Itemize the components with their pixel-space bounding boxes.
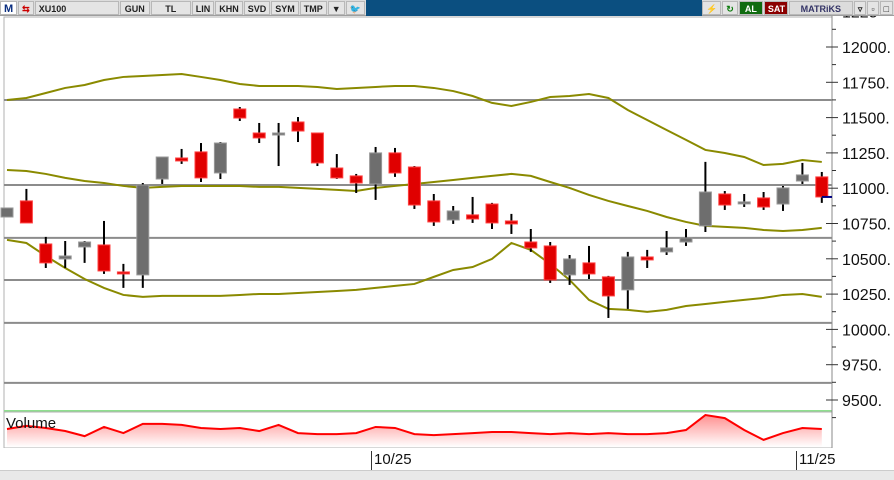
symbol-icon[interactable]: ⇆ [18,0,34,15]
candle-down [388,152,402,174]
toolbar-button-tmp[interactable]: TMP [299,0,327,15]
candle-up [621,256,635,291]
y-tick-label: 1225 [842,16,878,22]
dropdown-arrow-icon[interactable]: ▼ [327,0,345,15]
candle-up [679,237,693,243]
y-tick-label: 10500. [842,252,891,269]
minimize-icon[interactable]: ▿ [853,0,867,15]
candle-up [155,156,169,180]
y-axis [832,16,894,448]
toolbar-button-sym[interactable]: SYM [271,0,299,15]
toolbar-button-khn[interactable]: KHN [215,0,243,15]
candle-down [718,193,732,206]
date-label: 10/25 [371,451,412,470]
candle-up [698,191,712,227]
volume-line [6,414,822,441]
candle-down [524,241,538,249]
candle-down [175,157,189,162]
candle-up [272,132,286,136]
candle-down [97,244,111,272]
toolbar-button-svd[interactable]: SVD [243,0,271,15]
price-chart[interactable]: 9500. 9750. 10000. 10250. 10500. 10750. 11000.… [0,16,894,448]
matriks-logo: M [0,0,18,15]
y-tick-label: 9750. [842,358,882,375]
bollinger-lower-line [6,238,822,313]
candle-down [233,108,247,119]
candle-down [757,197,771,208]
candle-up [213,142,227,174]
candle-down [194,151,208,179]
candle-down [504,220,518,225]
candle-down [252,132,266,139]
y-tick-label: 10750. [842,217,891,234]
matriks-brand: MATRiKS [788,0,853,15]
period-button[interactable]: GUN [119,0,150,15]
volume-area [7,415,822,447]
candle-down [39,243,53,264]
candle-down [640,256,654,261]
candle-down [116,271,130,275]
y-tick-label: 12000. [842,40,891,57]
buy-button[interactable]: AL [738,0,763,15]
twitter-icon[interactable]: 🐦 [345,0,365,15]
candle-down [582,262,596,275]
candle-down [310,132,324,164]
lightning-icon[interactable]: ⚡ [702,0,722,15]
candle-up [0,207,14,218]
candle-up [737,201,751,205]
toolbar-button-lin[interactable]: LIN [191,0,215,15]
refresh-icon[interactable]: ↻ [722,0,738,15]
candle-down [349,175,363,184]
symbol-field[interactable]: XU100 [34,0,119,15]
candle-down [427,200,441,223]
date-axis: 10/25 11/25 [0,448,894,470]
horizontal-scrollbar[interactable] [0,470,894,480]
y-tick-label: 11750. [842,75,890,92]
candle-down [485,203,499,224]
candle-up [776,187,790,205]
candle-up [563,258,577,276]
y-tick-label: 11250. [842,146,890,163]
candle-up [369,152,383,185]
y-tick-label: 11500. [842,111,890,128]
y-tick-label: 9500. [842,393,882,410]
y-tick-label: 11000. [842,181,890,198]
candle-down [19,200,33,224]
candle-up [58,255,72,260]
candle-down [543,245,557,281]
candle-down [601,276,615,297]
candle-down [291,121,305,132]
y-tick-label: 10000. [842,322,891,339]
currency-button[interactable]: TL [150,0,191,15]
candle-up [78,241,92,248]
candle-down [466,214,480,220]
candle-down [407,166,421,206]
maximize-icon[interactable]: □ [879,0,893,15]
candle-up [446,210,460,221]
candle-up [660,247,674,253]
chart-toolbar: M ⇆ XU100 GUN TL LIN KHN SVD SYM TMP ▼ 🐦… [0,0,894,16]
candle-down [330,167,344,179]
candle-down [815,176,829,198]
date-label: 11/25 [796,451,835,470]
candle-up [795,174,809,182]
volume-panel-title: Volume [6,415,57,432]
restore-icon[interactable]: ▫ [867,0,879,15]
sell-button[interactable]: SAT [763,0,788,15]
candle-up [136,184,150,276]
bollinger-upper-line [6,72,822,167]
y-tick-label: 10250. [842,287,891,304]
title-bar [365,0,703,16]
